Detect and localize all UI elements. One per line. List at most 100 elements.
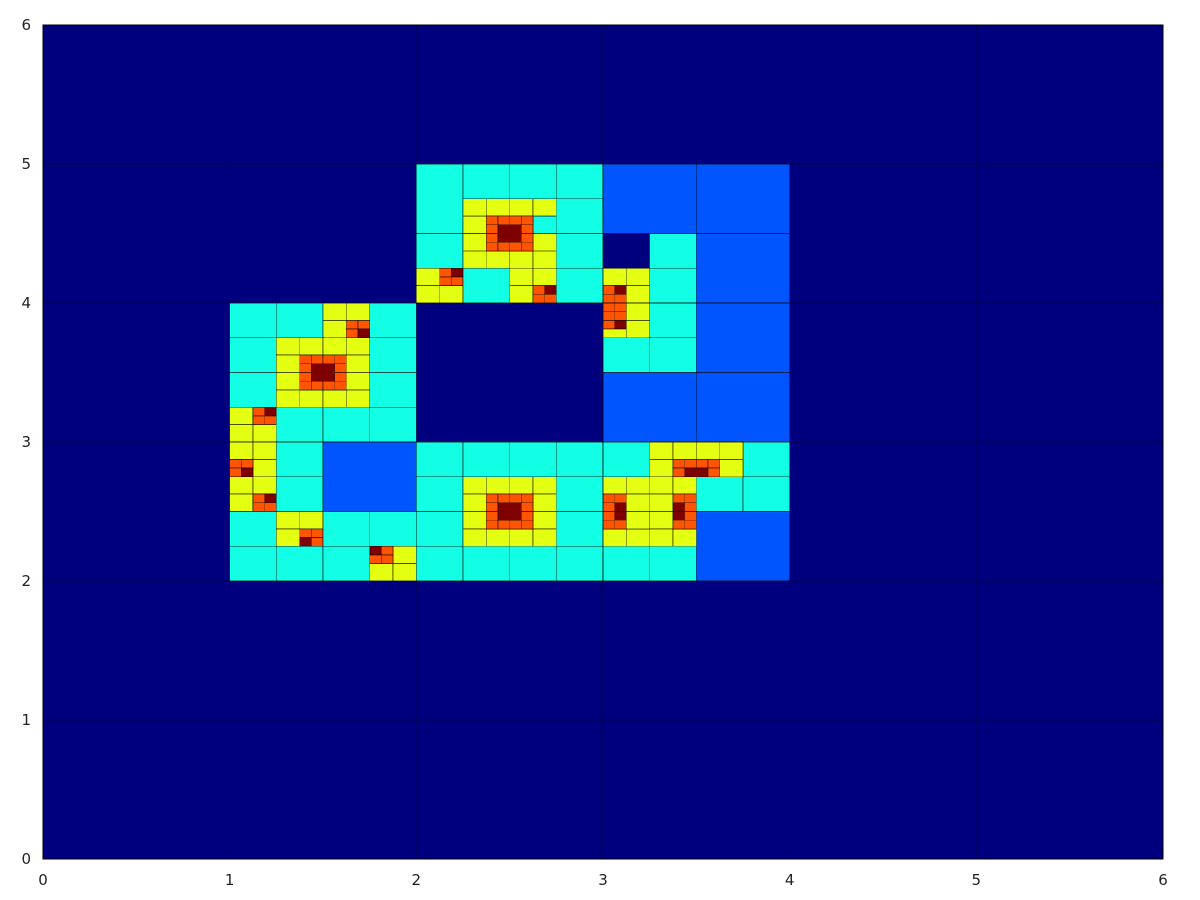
- heatmap-cell: [485, 493, 499, 504]
- heatmap-cell: [345, 302, 371, 321]
- heatmap-cell: [614, 511, 627, 521]
- y-tick-label: 5: [21, 155, 31, 173]
- heatmap-cell: [299, 363, 312, 373]
- heatmap-cell: [649, 476, 674, 495]
- heatmap-cell: [602, 476, 627, 495]
- heatmap-cell: [485, 215, 499, 226]
- heatmap-cell: [555, 545, 604, 582]
- heatmap-cell: [415, 285, 441, 304]
- heatmap-cell: [229, 545, 277, 582]
- heatmap-cell: [299, 528, 312, 538]
- heatmap-cell: [334, 372, 347, 382]
- heatmap-cell: [695, 233, 791, 304]
- heatmap-cell: [707, 458, 721, 469]
- heatmap-cell: [450, 276, 464, 287]
- heatmap-cell: [345, 372, 371, 391]
- y-tick-label: 0: [21, 850, 31, 868]
- heatmap-cell: [602, 293, 616, 304]
- heatmap-cell: [555, 267, 604, 304]
- x-axis-ticks: 0 1 2 3 4 5 6: [38, 871, 1168, 889]
- heatmap-cell: [380, 545, 394, 556]
- heatmap-cell: [369, 545, 382, 556]
- heatmap-cell: [544, 285, 557, 295]
- heatmap-cell: [555, 476, 604, 512]
- heatmap-cell: [229, 511, 277, 547]
- heatmap-cell: [275, 511, 301, 530]
- heatmap-cell: [649, 458, 674, 478]
- heatmap-cell: [532, 233, 557, 252]
- x-tick-label: 3: [598, 871, 608, 889]
- heatmap-cell: [602, 337, 651, 373]
- heatmap-cell: [625, 493, 651, 512]
- heatmap-cell: [532, 285, 546, 295]
- heatmap-cell: [462, 215, 487, 234]
- heatmap-cell: [602, 267, 627, 287]
- heatmap-cell: [415, 476, 464, 512]
- heatmap-cell: [509, 493, 522, 504]
- x-tick-label: 2: [412, 871, 422, 889]
- heatmap-cell: [357, 319, 371, 330]
- heatmap-cell: [520, 511, 534, 521]
- heatmap-cell: [695, 441, 721, 460]
- heatmap-cell: [415, 441, 464, 478]
- heatmap-cell: [264, 415, 277, 426]
- heatmap-cell: [614, 285, 627, 295]
- y-axis-ticks: 0 1 2 3 4 5 6: [21, 16, 31, 868]
- heatmap-cell: [532, 528, 557, 547]
- heatmap-cell: [509, 215, 522, 226]
- heatmap-cell: [602, 311, 616, 321]
- heatmap-cell: [695, 372, 791, 443]
- heatmap-cell: [509, 528, 534, 547]
- heatmap-cell: [742, 441, 791, 478]
- heatmap-cell: [672, 476, 697, 495]
- heatmap-cell: [369, 372, 417, 408]
- heatmap-cell: [684, 502, 697, 512]
- heatmap-cell: [392, 563, 417, 582]
- heatmap-cell: [334, 354, 347, 365]
- heatmap-cell: [602, 319, 616, 330]
- heatmap-cell: [485, 502, 499, 512]
- heatmap-cell: [392, 545, 417, 565]
- heatmap-cell: [719, 441, 744, 460]
- heatmap-cell: [684, 511, 697, 521]
- heatmap-cell: [544, 293, 557, 304]
- heatmap-cell: [485, 241, 499, 252]
- y-tick-label: 2: [21, 572, 31, 590]
- plot-frame: [42, 24, 1164, 860]
- heatmap-cell: [485, 519, 499, 530]
- heatmap-cell: [649, 545, 697, 582]
- heatmap-cell: [369, 554, 382, 565]
- heatmap-cell: [310, 537, 324, 547]
- x-tick-label: 1: [225, 871, 235, 889]
- heatmap-cell: [520, 224, 534, 234]
- heatmap-cell: [555, 511, 604, 547]
- heatmap-cell: [532, 511, 557, 530]
- heatmap-cell: [252, 493, 266, 504]
- heatmap-cell: [707, 467, 721, 478]
- heatmap-cell: [672, 519, 686, 530]
- heatmap-cell: [229, 302, 277, 339]
- heatmap-cell: [602, 545, 651, 582]
- heatmap-cell: [602, 328, 627, 339]
- heatmap-cell: [299, 511, 324, 530]
- heatmap-cell: [415, 545, 464, 582]
- heatmap-cell: [415, 163, 464, 234]
- heatmap-cell: [322, 545, 371, 582]
- heatmap-cell: [322, 380, 336, 391]
- heatmap-cell: [649, 233, 697, 269]
- heatmap-cell: [322, 302, 347, 321]
- heatmap-cell: [462, 267, 511, 304]
- heatmap-cell: [299, 372, 312, 382]
- heatmap-cell: [485, 224, 499, 234]
- heatmap-cell: [509, 519, 522, 530]
- heatmap-cell: [229, 476, 254, 495]
- heatmap-cell: [252, 476, 277, 495]
- heatmap-cell: [275, 406, 324, 443]
- heatmap-cell: [485, 511, 499, 521]
- heatmap-cell: [509, 476, 534, 495]
- heatmap-cell: [275, 337, 301, 356]
- heatmap-cell: [252, 415, 266, 426]
- heatmap-cell: [625, 285, 651, 304]
- heatmap-cell: [369, 511, 417, 547]
- heatmap-cell: [602, 302, 616, 313]
